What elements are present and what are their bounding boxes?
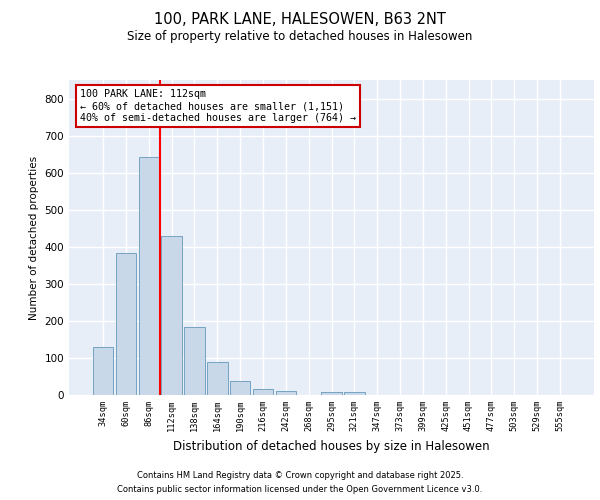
- Bar: [253, 388, 273, 395]
- Bar: [275, 392, 296, 395]
- Text: Contains public sector information licensed under the Open Government Licence v3: Contains public sector information licen…: [118, 485, 482, 494]
- Bar: [321, 392, 342, 395]
- Text: Contains HM Land Registry data © Crown copyright and database right 2025.: Contains HM Land Registry data © Crown c…: [137, 471, 463, 480]
- Text: 100 PARK LANE: 112sqm
← 60% of detached houses are smaller (1,151)
40% of semi-d: 100 PARK LANE: 112sqm ← 60% of detached …: [79, 90, 355, 122]
- Bar: [184, 327, 205, 395]
- Bar: [116, 253, 136, 395]
- Bar: [230, 381, 250, 395]
- Bar: [344, 392, 365, 395]
- Bar: [93, 347, 113, 395]
- Y-axis label: Number of detached properties: Number of detached properties: [29, 156, 39, 320]
- Bar: [207, 362, 227, 395]
- Text: Size of property relative to detached houses in Halesowen: Size of property relative to detached ho…: [127, 30, 473, 43]
- Bar: [139, 156, 159, 395]
- Bar: [161, 236, 182, 395]
- Text: 100, PARK LANE, HALESOWEN, B63 2NT: 100, PARK LANE, HALESOWEN, B63 2NT: [154, 12, 446, 28]
- X-axis label: Distribution of detached houses by size in Halesowen: Distribution of detached houses by size …: [173, 440, 490, 452]
